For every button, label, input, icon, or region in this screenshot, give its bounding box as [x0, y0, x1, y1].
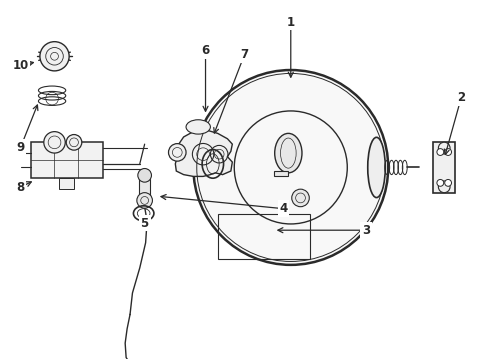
- Circle shape: [291, 189, 308, 207]
- Text: 9: 9: [16, 141, 24, 154]
- Circle shape: [193, 70, 387, 265]
- Circle shape: [138, 168, 151, 182]
- Bar: [31, 142, 102, 178]
- Circle shape: [437, 181, 449, 193]
- Text: 6: 6: [201, 44, 209, 57]
- Circle shape: [66, 135, 81, 150]
- Text: 2: 2: [456, 91, 465, 104]
- Bar: [139, 179, 150, 199]
- Text: 5: 5: [140, 216, 148, 230]
- Text: 4: 4: [279, 202, 287, 215]
- Circle shape: [444, 179, 450, 186]
- Bar: [273, 171, 288, 176]
- Circle shape: [137, 193, 152, 208]
- Text: 3: 3: [362, 224, 369, 237]
- Circle shape: [168, 144, 185, 161]
- Polygon shape: [175, 130, 232, 176]
- Circle shape: [44, 132, 65, 153]
- Text: 10: 10: [12, 59, 28, 72]
- Text: 7: 7: [240, 48, 248, 61]
- Bar: [217, 214, 309, 259]
- Ellipse shape: [274, 134, 302, 173]
- Circle shape: [437, 142, 449, 154]
- Text: 8: 8: [16, 181, 24, 194]
- Bar: [59, 178, 74, 189]
- Circle shape: [40, 42, 69, 71]
- Circle shape: [444, 149, 450, 156]
- Circle shape: [436, 149, 443, 156]
- Text: 1: 1: [286, 16, 294, 29]
- Bar: [432, 142, 454, 193]
- Circle shape: [436, 179, 443, 186]
- Ellipse shape: [367, 137, 385, 198]
- Ellipse shape: [185, 120, 210, 134]
